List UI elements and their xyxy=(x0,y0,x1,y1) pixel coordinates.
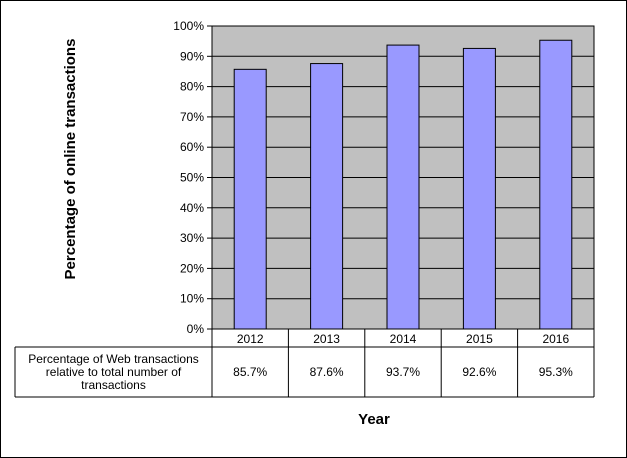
x-tick-label: 2012 xyxy=(237,332,264,346)
data-label: 95.3% xyxy=(539,365,573,379)
series-row-label: transactions xyxy=(81,378,146,392)
y-tick-label: 50% xyxy=(180,171,204,185)
data-label: 85.7% xyxy=(233,365,267,379)
x-tick-label: 2015 xyxy=(466,332,493,346)
bars xyxy=(233,39,573,330)
bar xyxy=(233,68,267,330)
y-tick-label: 60% xyxy=(180,140,204,154)
y-tick-label: 0% xyxy=(187,322,205,336)
x-tick-label: 2016 xyxy=(542,332,569,346)
series-row-label: Percentage of Web transactions xyxy=(28,352,199,366)
series-row-label: relative to total number of xyxy=(46,365,182,379)
y-tick-label: 90% xyxy=(180,49,204,63)
bar xyxy=(310,63,344,330)
y-axis-ticks: 0% 10% 20% 30% 40% 50% 60% 70% 80% 90% 100% xyxy=(173,19,212,336)
bar xyxy=(462,47,496,330)
y-tick-label: 80% xyxy=(180,80,204,94)
data-table: 2012 85.7% 2013 87.6% 2014 93.7% 2015 92.6% 2016… xyxy=(14,328,595,398)
y-tick-label: 100% xyxy=(173,19,204,33)
y-tick-label: 30% xyxy=(180,231,204,245)
bar xyxy=(539,39,573,330)
y-tick-label: 10% xyxy=(180,292,204,306)
y-tick-label: 20% xyxy=(180,261,204,275)
x-tick-label: 2014 xyxy=(390,332,417,346)
x-tick-label: 2013 xyxy=(313,332,340,346)
data-label: 92.6% xyxy=(462,365,496,379)
data-label: 87.6% xyxy=(310,365,344,379)
y-tick-label: 40% xyxy=(180,201,204,215)
x-axis-title: Year xyxy=(358,411,390,428)
y-axis-title: Percentage of online transactions xyxy=(62,39,79,280)
data-label: 93.7% xyxy=(386,365,420,379)
bar xyxy=(386,44,420,330)
y-tick-label: 70% xyxy=(180,110,204,124)
